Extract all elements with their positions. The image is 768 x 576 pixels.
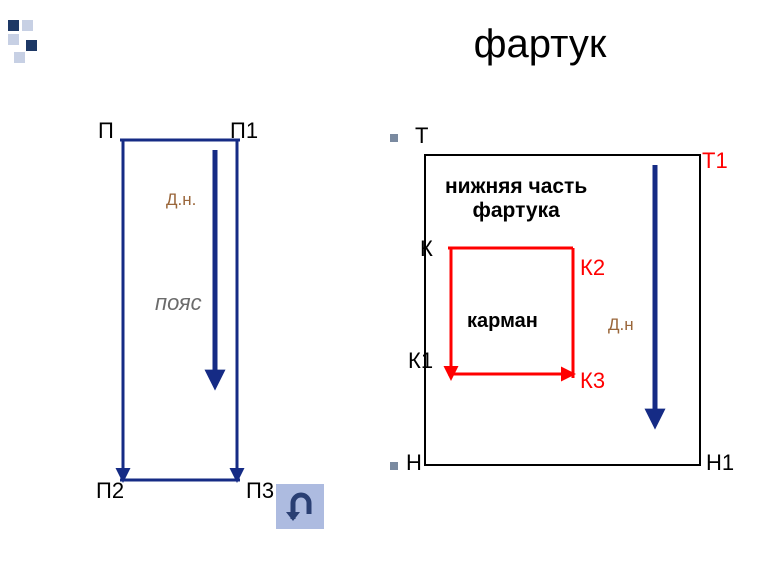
- label-H: Н: [406, 450, 422, 476]
- label-K1: К1: [408, 348, 433, 374]
- diagram-canvas: фартук ПП1П2П3Д.н.поясТТ1НН1КК1К2К3нижня…: [0, 0, 768, 576]
- label-Dn: Д.н.: [166, 190, 196, 210]
- label-lower-part: нижняя частьфартука: [445, 175, 587, 223]
- label-P: П: [98, 118, 114, 144]
- label-T1: Т1: [702, 148, 728, 174]
- label-P1: П1: [230, 118, 258, 144]
- label-K3: К3: [580, 368, 605, 394]
- label-poyas: пояс: [155, 290, 202, 316]
- label-P2: П2: [96, 478, 124, 504]
- u-turn-icon: [283, 492, 317, 522]
- label-H1: Н1: [706, 450, 734, 476]
- back-button[interactable]: [276, 484, 324, 529]
- label-T: Т: [415, 123, 428, 149]
- label-Dn-right: Д.н: [608, 315, 634, 335]
- label-K2: К2: [580, 255, 605, 281]
- label-pocket: карман: [467, 310, 538, 333]
- label-P3: П3: [246, 478, 274, 504]
- label-K: К: [420, 236, 433, 262]
